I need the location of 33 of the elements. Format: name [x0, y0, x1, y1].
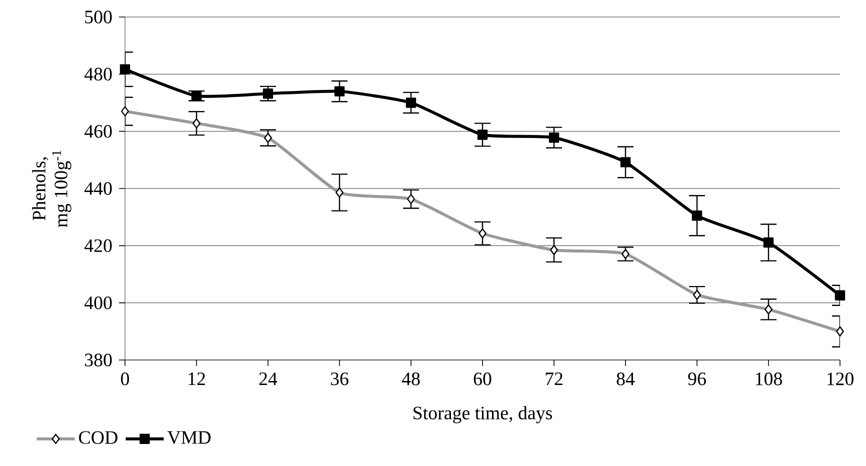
- x-tick-label: 84: [616, 372, 635, 386]
- point: [692, 210, 702, 221]
- point: [763, 237, 774, 248]
- x-tick-label: 72: [546, 372, 562, 386]
- point: [334, 86, 345, 96]
- x-tick-label: 48: [402, 372, 420, 386]
- point: [620, 157, 631, 168]
- x-tick-label: 36: [330, 372, 348, 386]
- y-tick-label: 380: [85, 354, 112, 366]
- x-tick-label: 24: [259, 372, 278, 386]
- x-tick-label: 108: [756, 372, 782, 386]
- point: [120, 64, 130, 74]
- point: [834, 290, 846, 300]
- x-tick-label: 120: [827, 372, 854, 386]
- point: [191, 90, 202, 101]
- x-axis-title: Storage time, days: [414, 406, 552, 424]
- x-tick-label: 96: [688, 372, 706, 386]
- point: [406, 98, 416, 108]
- y-tick-label: 400: [84, 296, 112, 310]
- y-tick-label: 500: [85, 10, 112, 24]
- legend-label: VMD: [167, 431, 211, 444]
- point: [262, 88, 274, 99]
- x-tick-label: 60: [474, 372, 492, 386]
- y-tick-label: 440: [84, 182, 112, 195]
- y-tick-label: 480: [84, 68, 112, 81]
- legend-label: COD: [79, 431, 118, 444]
- y-axis-title: Phenols, mg 100g$^{-1}$: [32, 150, 72, 228]
- y-tick-label: 420: [84, 239, 112, 252]
- point: [548, 132, 560, 143]
- x-tick-label: 12: [188, 372, 205, 386]
- x-tick-label: 0: [120, 372, 129, 386]
- point: [477, 130, 488, 140]
- y-tick-label: 460: [84, 124, 112, 138]
